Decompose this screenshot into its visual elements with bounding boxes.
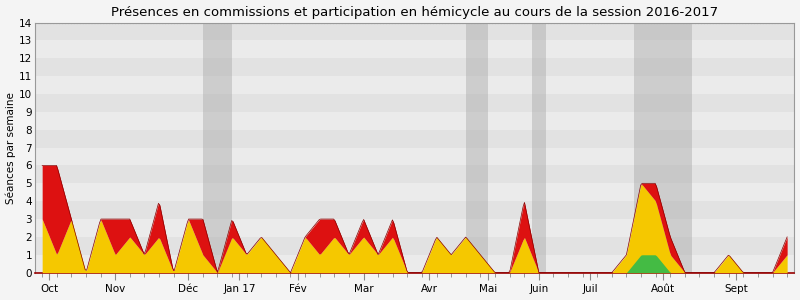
Bar bbox=[35, 22, 794, 40]
Bar bbox=[35, 112, 794, 130]
Bar bbox=[35, 165, 794, 183]
Bar bbox=[531, 22, 546, 273]
Y-axis label: Séances par semaine: Séances par semaine bbox=[6, 92, 16, 203]
Bar bbox=[35, 219, 794, 237]
Bar bbox=[35, 201, 794, 219]
Bar bbox=[634, 22, 692, 273]
Bar bbox=[466, 22, 488, 273]
Bar bbox=[35, 183, 794, 201]
Bar bbox=[203, 22, 232, 273]
Bar bbox=[35, 237, 794, 255]
Bar bbox=[35, 58, 794, 76]
Bar bbox=[35, 148, 794, 165]
Bar bbox=[35, 94, 794, 112]
Title: Présences en commissions et participation en hémicycle au cours de la session 20: Présences en commissions et participatio… bbox=[111, 6, 718, 19]
Bar bbox=[35, 40, 794, 58]
Bar bbox=[35, 130, 794, 148]
Bar bbox=[35, 255, 794, 273]
Bar bbox=[35, 76, 794, 94]
